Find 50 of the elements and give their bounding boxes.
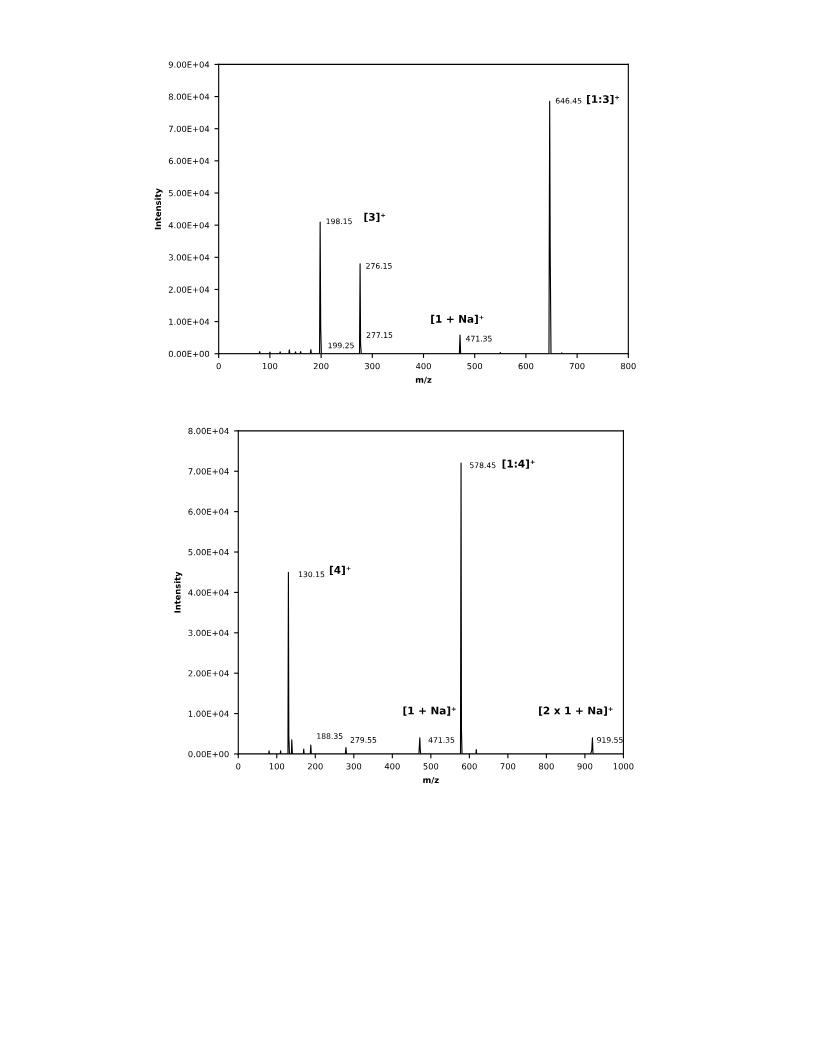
y-tick-label: 4.00E+04 bbox=[168, 222, 210, 229]
x-axis-title: m/z bbox=[415, 376, 432, 384]
y-tick-label: 2.00E+04 bbox=[168, 286, 210, 293]
x-tick-label: 900 bbox=[577, 763, 593, 770]
y-tick-label: 8.00E+04 bbox=[188, 427, 229, 435]
y-axis-title: Intensity bbox=[174, 571, 183, 613]
x-tick-label: 400 bbox=[384, 763, 400, 770]
x-tick-label: 100 bbox=[262, 362, 278, 370]
y-tick-label: 6.00E+04 bbox=[168, 157, 210, 165]
y-axis-title: Intensity bbox=[154, 188, 163, 230]
y-tick-label: 8.00E+04 bbox=[168, 93, 210, 100]
x-tick-label: 600 bbox=[518, 362, 534, 370]
y-tick-label: 3.00E+04 bbox=[188, 629, 229, 637]
y-tick-label: 4.00E+04 bbox=[188, 589, 229, 596]
x-axis-title: m/z bbox=[423, 776, 439, 784]
x-tick-label: 300 bbox=[346, 763, 362, 770]
annotation: [2 x 1 + Na]⁺ bbox=[539, 706, 613, 716]
x-tick-label: 1000 bbox=[613, 763, 634, 770]
y-tick-label: 5.00E+04 bbox=[168, 189, 210, 197]
x-tick-label: 200 bbox=[307, 763, 323, 770]
x-tick-label: 300 bbox=[364, 362, 380, 370]
y-tick-label: 0.00E+00 bbox=[168, 350, 210, 358]
annotation: [1:4]⁺ bbox=[502, 459, 535, 469]
y-tick-label: 1.00E+04 bbox=[188, 710, 229, 717]
x-tick-label: 100 bbox=[269, 763, 285, 770]
y-tick-label: 0.00E+00 bbox=[188, 750, 229, 758]
y-tick-label: 3.00E+04 bbox=[168, 254, 210, 261]
y-tick-label: 6.00E+04 bbox=[188, 508, 229, 515]
annotation: [3]⁺ bbox=[364, 212, 386, 223]
x-tick-label: 600 bbox=[461, 763, 477, 770]
x-tick-label: 400 bbox=[415, 362, 431, 370]
y-tick-label: 7.00E+04 bbox=[168, 125, 210, 132]
annotation: [1:3]⁺ bbox=[587, 94, 620, 105]
annotation: [1 + Na]⁺ bbox=[431, 314, 484, 325]
x-tick-label: 0 bbox=[236, 763, 241, 770]
x-tick-label: 200 bbox=[313, 362, 329, 370]
annotation: [4]⁺ bbox=[329, 565, 351, 576]
y-tick-label: 9.00E+04 bbox=[168, 61, 210, 68]
x-tick-label: 800 bbox=[539, 763, 554, 770]
y-tick-label: 2.00E+04 bbox=[188, 670, 229, 677]
x-tick-label: 500 bbox=[467, 362, 483, 370]
annotation: [1 + Na]⁺ bbox=[403, 706, 456, 716]
x-tick-label: 0 bbox=[216, 362, 221, 370]
x-tick-label: 700 bbox=[569, 362, 585, 370]
x-tick-label: 800 bbox=[620, 362, 636, 370]
y-tick-label: 5.00E+04 bbox=[188, 549, 229, 556]
x-tick-label: 500 bbox=[423, 763, 439, 770]
y-tick-label: 1.00E+04 bbox=[169, 318, 210, 325]
y-tick-label: 7.00E+04 bbox=[188, 468, 229, 475]
x-tick-label: 700 bbox=[500, 763, 516, 770]
